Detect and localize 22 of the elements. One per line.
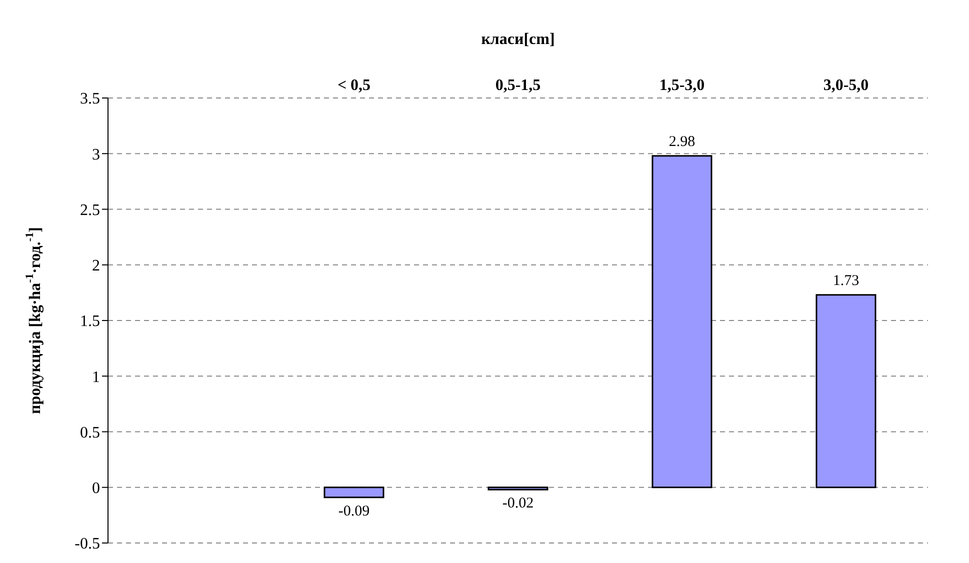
x-tick-label: 0,5-1,5	[495, 77, 541, 94]
bar	[324, 486, 384, 498]
y-tick-label: 2	[92, 258, 100, 275]
data-label: 1.73	[832, 272, 860, 289]
y-tick-label: 1	[92, 368, 100, 386]
data-label: 2.98	[668, 134, 696, 150]
data-label: -0.09	[338, 503, 370, 520]
y-tick-label: 0	[92, 480, 100, 498]
x-tick-label: 1,5-3,0	[659, 77, 705, 94]
y-tick-label: 3.5	[80, 90, 100, 108]
bar	[652, 155, 712, 488]
x-tick-label: < 0,5	[337, 77, 371, 94]
x-tick-label: 3,0-5,0	[823, 77, 869, 94]
y-tick-label: 0.5	[80, 424, 100, 442]
bar	[488, 486, 548, 490]
data-label: -0.02	[502, 496, 534, 512]
y-tick-label: 3	[92, 146, 100, 164]
x-axis-title: класи[cm]	[481, 31, 555, 48]
bar	[816, 294, 876, 488]
y-tick-label: 2.5	[80, 202, 100, 219]
y-tick-label: -0.5	[74, 536, 100, 553]
y-tick-label: 1.5	[80, 313, 100, 330]
